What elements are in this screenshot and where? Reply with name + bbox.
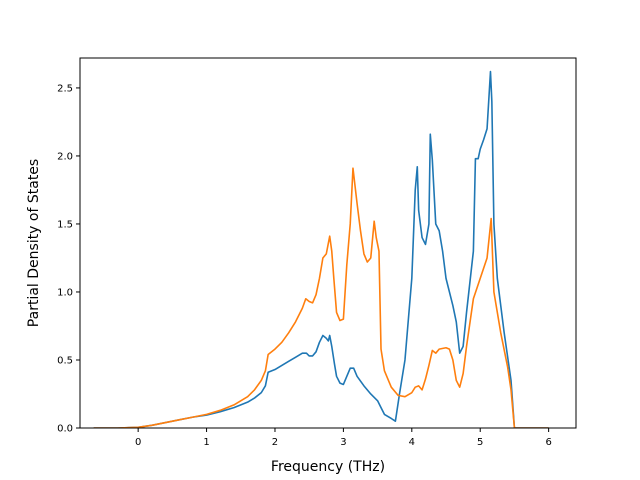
x-tick-label: 2 [272, 437, 278, 448]
x-axis: 0 1 2 3 4 5 6 [135, 428, 552, 448]
x-tick-label: 1 [203, 437, 209, 448]
series-line-1 [93, 70, 549, 428]
x-tick-label: 5 [477, 437, 483, 448]
y-axis-label: Partial Density of States [26, 159, 42, 327]
y-tick-label: 2.0 [57, 151, 73, 162]
x-tick-label: 6 [545, 437, 551, 448]
y-tick-label: 0.0 [57, 424, 73, 435]
series-layer [93, 70, 549, 428]
x-tick-label: 4 [409, 437, 415, 448]
x-tick-label: 3 [340, 437, 346, 448]
y-tick-label: 1.0 [57, 287, 73, 298]
y-axis: 0.0 0.5 1.0 1.5 2.0 2.5 [57, 83, 80, 435]
x-tick-label: 0 [135, 437, 141, 448]
x-axis-label: Frequency (THz) [271, 459, 385, 475]
y-tick-label: 1.5 [57, 219, 73, 230]
y-tick-label: 0.5 [57, 355, 73, 366]
y-tick-label: 2.5 [57, 83, 73, 94]
series-line-2 [93, 167, 549, 428]
plot-frame [79, 57, 577, 429]
